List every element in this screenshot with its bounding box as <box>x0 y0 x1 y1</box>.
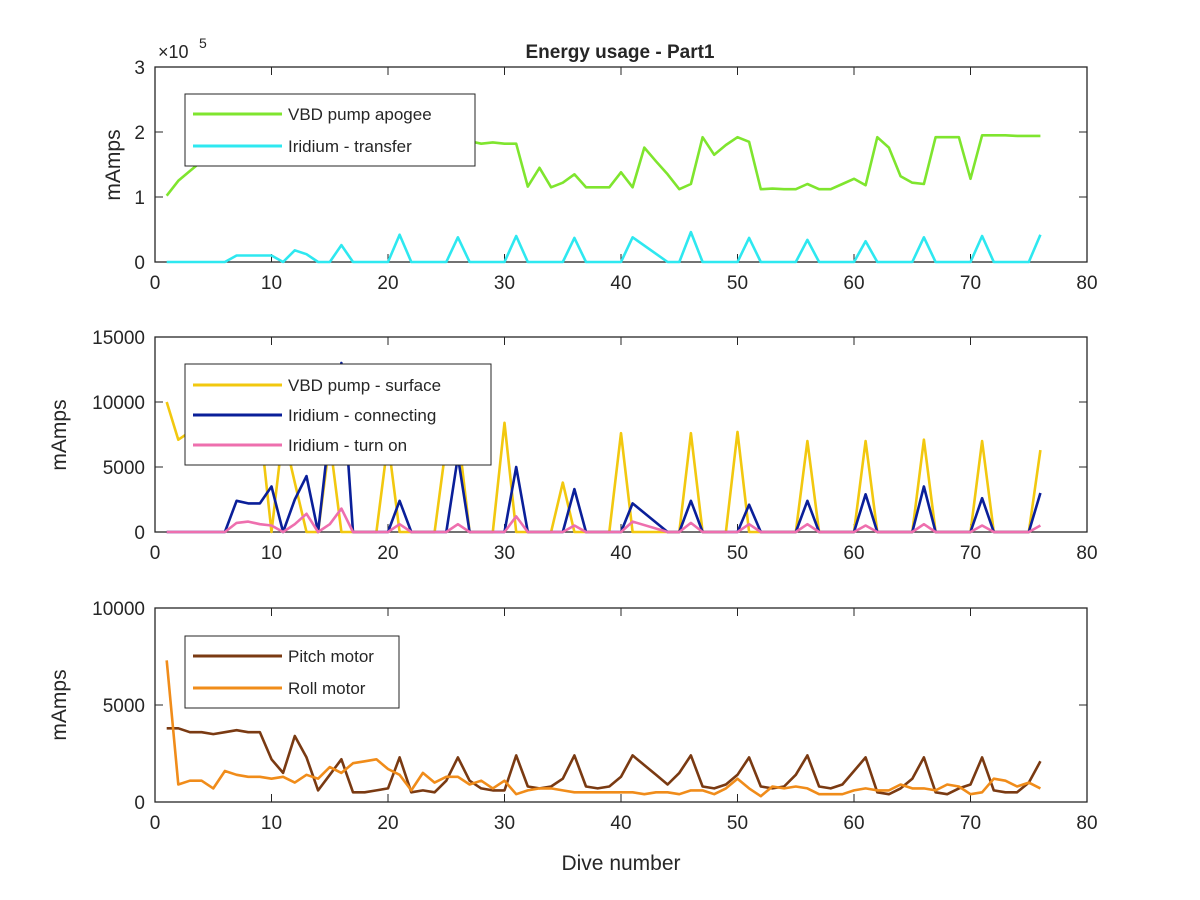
x-tick-label: 0 <box>150 273 161 294</box>
y-tick-label: 0 <box>134 793 145 814</box>
subplot-1: 0 10 20 30 40 50 60 70 80 0 1 2 3 ×10 5 mAmps VBD pu… <box>102 35 1098 294</box>
subplot-2-series <box>165 361 1042 534</box>
legend-label-vbd-pump-surface: VBD pump - surface <box>288 376 441 395</box>
subplot-1-legend-box <box>184 93 476 167</box>
x-tick-label: 40 <box>610 543 631 564</box>
subplot-1-ylabel: mAmps <box>102 129 125 200</box>
subplot-2-ticks: 0 10 20 30 40 50 60 70 80 0 5000 10000 15000 <box>92 328 1097 564</box>
x-tick-label: 70 <box>960 813 981 834</box>
y-tick-label: 10000 <box>92 599 145 620</box>
x-tick-label: 20 <box>377 813 398 834</box>
y-tick-label: 1 <box>134 188 145 209</box>
x-tick-label: 40 <box>610 273 631 294</box>
legend-label-pitch-motor: Pitch motor <box>288 647 374 666</box>
y-tick-label: 10000 <box>92 393 145 414</box>
subplot-3-ticks: 0 10 20 30 40 50 60 70 80 0 5000 10000 <box>92 599 1097 834</box>
x-tick-label: 60 <box>843 273 864 294</box>
subplot-3-legend: Pitch motor Roll motor <box>184 635 400 709</box>
x-tick-label: 30 <box>494 543 515 564</box>
x-tick-label: 50 <box>727 543 748 564</box>
subplot-2-legend: VBD pump - surface Iridium - connecting … <box>184 363 492 466</box>
x-tick-label: 70 <box>960 273 981 294</box>
x-tick-label: 20 <box>377 273 398 294</box>
series-line-iridium-transfer <box>166 230 1042 264</box>
figure-title: Energy usage - Part1 <box>525 42 714 63</box>
y-tick-label: 0 <box>134 523 145 544</box>
y-tick-label: 3 <box>134 58 145 79</box>
y-tick-label: 5000 <box>103 458 145 479</box>
legend-label-iridium-connecting: Iridium - connecting <box>288 406 436 425</box>
x-tick-label: 10 <box>261 543 282 564</box>
x-tick-label: 60 <box>843 813 864 834</box>
subplot-1-legend: VBD pump apogee Iridium - transfer <box>184 93 476 167</box>
series-line-roll-motor <box>165 660 1041 798</box>
x-tick-label: 80 <box>1076 273 1097 294</box>
legend-label-iridium-transfer: Iridium - transfer <box>288 137 412 156</box>
x-tick-label: 0 <box>150 543 161 564</box>
x-tick-label: 30 <box>494 273 515 294</box>
subplot-3-legend-box <box>184 635 400 709</box>
legend-label-iridium-turn-on: Iridium - turn on <box>288 436 407 455</box>
subplot-1-exponent-base: ×10 <box>158 42 189 62</box>
y-tick-label: 2 <box>134 123 145 144</box>
x-tick-label: 80 <box>1076 813 1097 834</box>
x-tick-label: 10 <box>261 273 282 294</box>
x-tick-label: 30 <box>494 813 515 834</box>
subplot-3-ylabel: mAmps <box>48 669 71 740</box>
subplot-1-ticks: 0 10 20 30 40 50 60 70 80 0 1 2 3 <box>134 58 1097 294</box>
series-line-iridium-turn-on <box>166 507 1042 534</box>
x-tick-label: 10 <box>261 813 282 834</box>
x-tick-label: 70 <box>960 543 981 564</box>
x-tick-label: 40 <box>610 813 631 834</box>
y-tick-label: 0 <box>134 253 145 274</box>
x-tick-label: 80 <box>1076 543 1097 564</box>
subplot-2-ylabel: mAmps <box>48 399 71 470</box>
legend-label-vbd-pump-apogee: VBD pump apogee <box>288 105 432 124</box>
y-tick-label: 5000 <box>103 696 145 717</box>
x-tick-label: 50 <box>727 813 748 834</box>
subplot-3: 0 10 20 30 40 50 60 70 80 0 5000 10000 mAmps Dive n… <box>48 599 1098 875</box>
x-tick-label: 20 <box>377 543 398 564</box>
x-tick-label: 60 <box>843 543 864 564</box>
subplot-2: 0 10 20 30 40 50 60 70 80 0 5000 10000 15000 mAmps V… <box>48 328 1098 564</box>
x-tick-label: 50 <box>727 273 748 294</box>
x-axis-label: Dive number <box>561 852 680 875</box>
subplot-1-exponent-power: 5 <box>199 35 207 51</box>
legend-label-roll-motor: Roll motor <box>288 679 366 698</box>
series-line-pitch-motor <box>166 726 1042 796</box>
y-tick-label: 15000 <box>92 328 145 349</box>
subplot-3-series <box>165 660 1042 798</box>
x-tick-label: 0 <box>150 813 161 834</box>
